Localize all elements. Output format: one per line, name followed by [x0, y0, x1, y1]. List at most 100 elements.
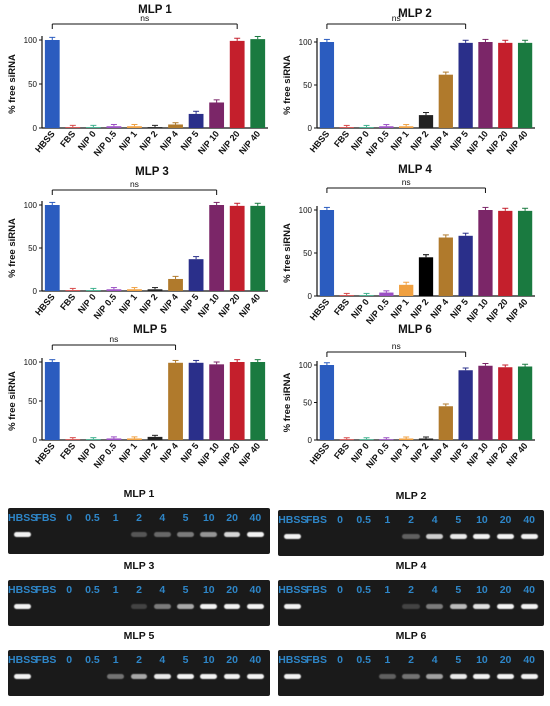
bar — [339, 439, 354, 441]
bar — [399, 284, 414, 296]
gel-lane-label: HBSS — [278, 514, 308, 526]
gel-band — [426, 674, 444, 679]
bar — [188, 362, 204, 440]
chart-title: MLP 4 — [398, 164, 432, 176]
x-tick-label: N/P 4 — [158, 129, 180, 153]
gel-lane-label: 2 — [408, 584, 414, 596]
bar — [399, 438, 414, 440]
x-tick-label: N/P 4 — [158, 441, 180, 465]
gel-lane-label: 0 — [66, 512, 73, 524]
x-tick-label: N/P 2 — [408, 297, 430, 321]
y-axis-label: % free siRNA — [282, 373, 293, 433]
gel-title: MLP 2 — [395, 490, 427, 502]
x-tick-label: N/P 1 — [389, 441, 411, 465]
gel-lane-label: 40 — [249, 584, 262, 596]
x-tick-label: FBS — [58, 292, 77, 312]
gel-title: MLP 3 — [123, 560, 155, 572]
bar — [458, 42, 473, 128]
bar — [106, 126, 122, 128]
x-tick-label: N/P 1 — [117, 292, 139, 316]
significance-label: ns — [140, 13, 149, 23]
gel-lane-label: 5 — [455, 654, 462, 666]
significance-label: ns — [392, 13, 401, 23]
gel-band — [284, 604, 302, 609]
x-tick-label: FBS — [58, 441, 77, 461]
x-tick-label: N/P 4 — [428, 297, 450, 321]
gel-title: MLP 4 — [395, 560, 427, 572]
gel-image — [8, 508, 270, 554]
bar — [438, 406, 453, 440]
bar — [498, 210, 513, 296]
x-tick-label: N/P 10 — [196, 292, 221, 319]
y-tick-label: 0 — [308, 436, 313, 445]
gel-band — [497, 604, 515, 609]
y-tick-label: 50 — [28, 80, 37, 89]
gel-lane-labels: HBSS FBS 0 0.5 1 2 4 5 10 20 40 — [278, 584, 544, 598]
x-tick-label: N/P 2 — [137, 129, 159, 153]
gel-lane-label: 10 — [202, 512, 215, 524]
y-axis-label: % free siRNA — [7, 371, 18, 431]
bar — [209, 205, 225, 291]
gel-lane-labels: HBSS FBS 0 0.5 1 2 4 5 10 20 40 — [8, 512, 270, 526]
gel-band — [402, 534, 420, 539]
x-tick-label: N/P 40 — [237, 292, 262, 319]
gel-band — [200, 532, 218, 537]
x-tick-label: N/P 1 — [389, 297, 411, 321]
gel-lane-label: 2 — [408, 514, 414, 526]
y-axis-label: % free siRNA — [282, 223, 293, 283]
gel-band — [473, 534, 491, 539]
gel-lane-label: 10 — [476, 514, 488, 526]
x-tick-label: N/P 20 — [216, 129, 241, 156]
bar — [65, 439, 81, 441]
bar — [44, 362, 60, 440]
gel-band — [378, 674, 396, 679]
gel-lane-label: HBSS — [8, 512, 38, 524]
gel-image — [8, 650, 270, 696]
gel-image — [8, 580, 270, 626]
gel-lane-label: 0 — [66, 584, 73, 596]
bar — [127, 438, 142, 440]
gel-band — [153, 604, 171, 609]
gel-lane-label: FBS — [305, 584, 327, 596]
gel-band — [284, 534, 302, 539]
bar — [339, 295, 354, 296]
gel-lane-label: 5 — [455, 584, 462, 596]
bar — [168, 124, 183, 128]
gel-title: MLP 5 — [123, 630, 155, 642]
bar — [418, 257, 434, 296]
significance-label: ns — [392, 341, 401, 351]
gel-lane-label: FBS — [305, 654, 327, 666]
gel-lane-label: 4 — [159, 654, 166, 666]
bar — [379, 126, 394, 128]
bar — [438, 237, 453, 296]
gel-band — [130, 604, 148, 609]
gel-lane-label: 1 — [112, 654, 119, 666]
gel-lane-label: 0.5 — [85, 512, 100, 524]
bar — [250, 205, 266, 291]
gel-lane-label: FBS — [35, 654, 57, 666]
gel-lane-label: 4 — [431, 654, 438, 666]
gel-lane-label: 5 — [455, 514, 462, 526]
bar — [209, 364, 225, 440]
chart-title: MLP 5 — [133, 324, 167, 336]
bar — [418, 115, 434, 128]
gel-lane-label: 4 — [159, 584, 166, 596]
gel-title: MLP 1 — [123, 488, 155, 500]
gel-lane-label: 0.5 — [85, 584, 100, 596]
significance-label: ns — [402, 177, 411, 187]
y-tick-label: 100 — [24, 36, 38, 45]
bar — [379, 439, 394, 441]
gel-panel-mlp-3: MLP 3 HBSS FBS 0 0.5 1 2 4 5 10 20 40 — [8, 560, 270, 628]
x-tick-label: N/P 10 — [196, 129, 221, 156]
bar — [319, 365, 335, 440]
gel-panel-mlp-6: MLP 6 HBSS FBS 0 0.5 1 2 4 5 10 20 40 — [278, 630, 544, 698]
x-tick-label: N/P 10 — [196, 441, 221, 468]
gel-lane-label: 20 — [226, 512, 238, 524]
gel-lane-label: 0.5 — [356, 654, 372, 666]
x-tick-label: N/P 0.5 — [92, 292, 119, 321]
